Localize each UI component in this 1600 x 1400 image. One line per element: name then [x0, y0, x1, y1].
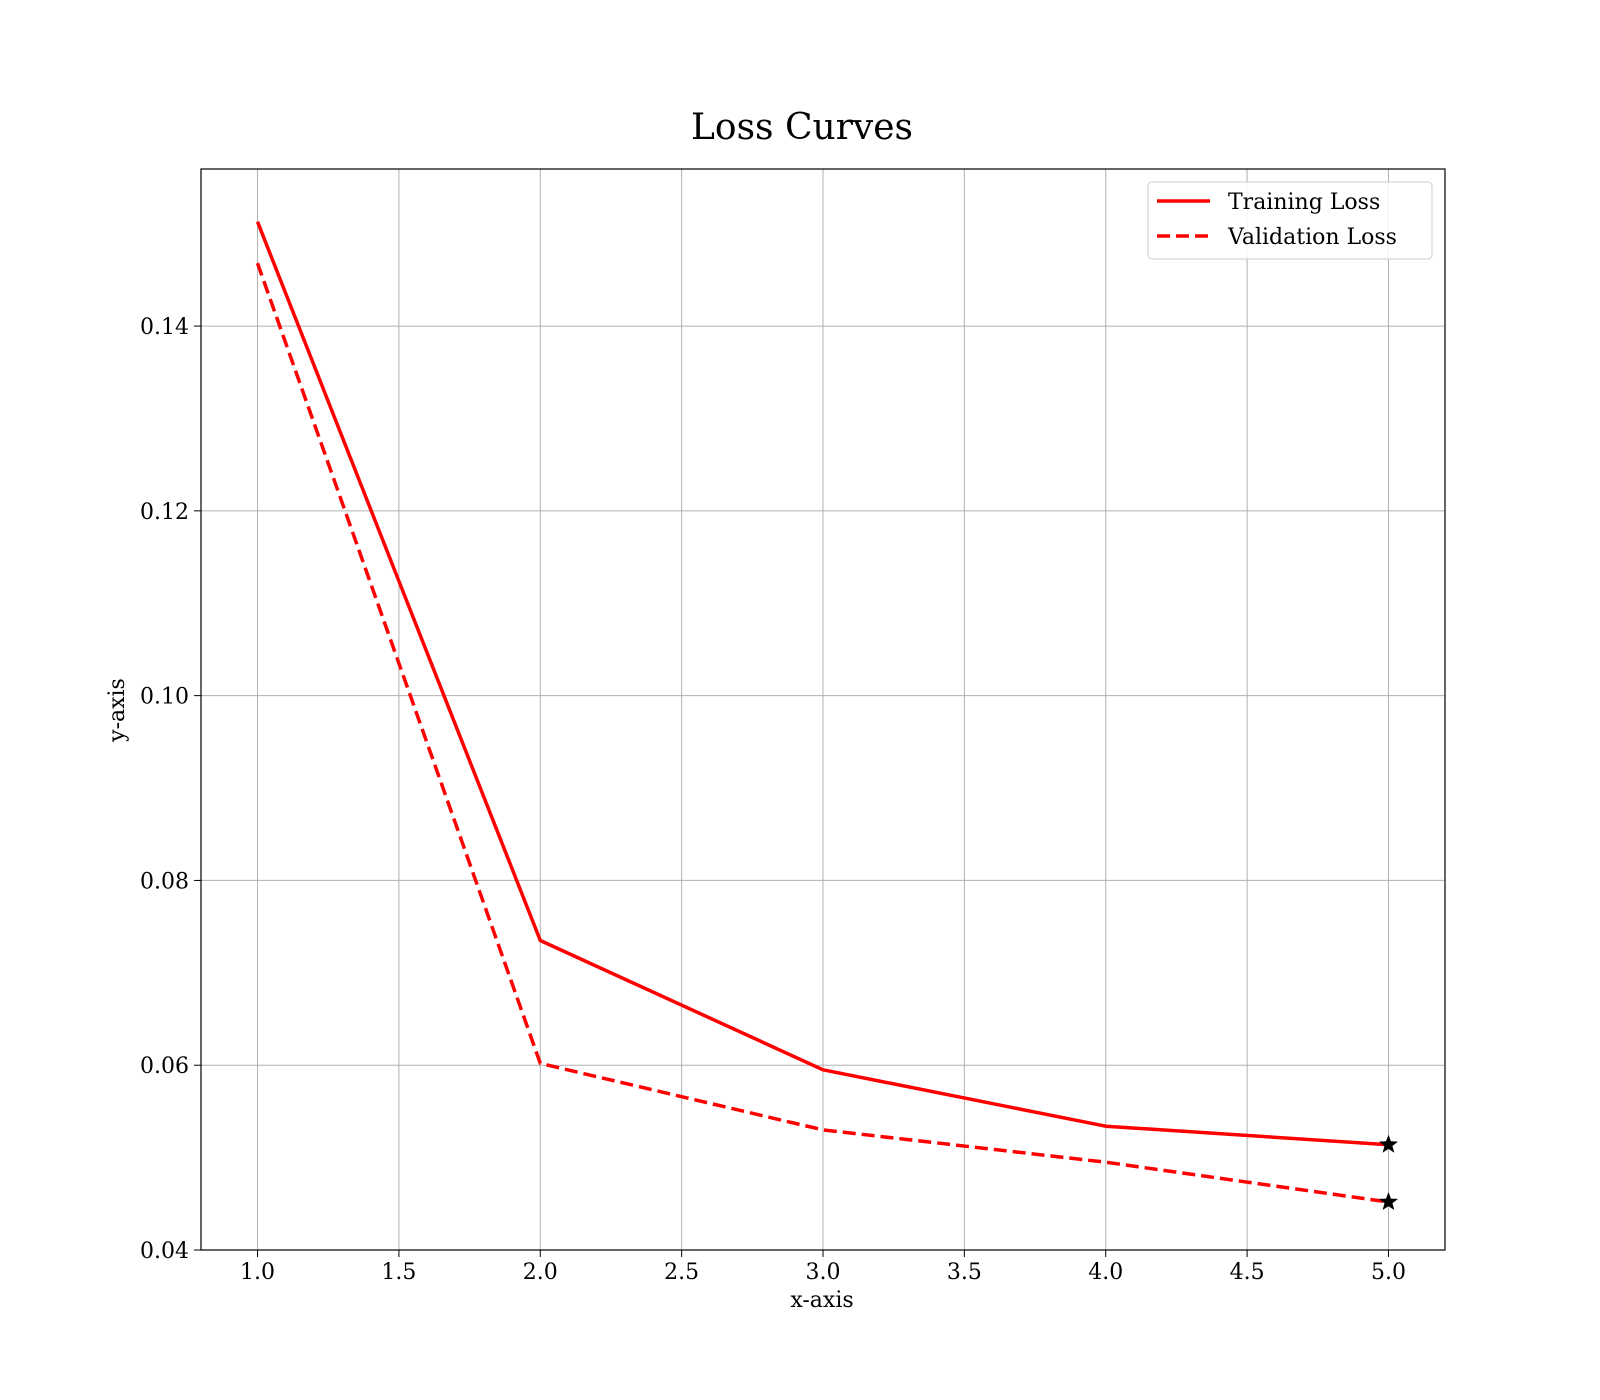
grid: [201, 169, 1445, 1251]
y-ticks: 0.04 0.06 0.08 0.10 0.12 0.14: [140, 315, 201, 1264]
y-tick-label: 0.10: [140, 685, 189, 710]
training-loss-line: [255, 221, 1389, 1147]
x-ticks: 1.0 1.5 2.0 2.5 3.0 3.5 4.0 4.5 5.0: [240, 1250, 1406, 1285]
y-tick-label: 0.12: [140, 500, 189, 525]
legend: Training Loss Validation Loss: [1147, 181, 1433, 260]
y-tick-label: 0.04: [140, 1239, 189, 1264]
x-tick-label: 2.0: [523, 1260, 558, 1285]
x-tick-label: 1.0: [240, 1260, 275, 1285]
chart-title: Loss Curves: [691, 107, 913, 148]
series-group: [255, 221, 1398, 1210]
x-tick-label: 4.0: [1088, 1260, 1123, 1285]
x-tick-label: 1.5: [381, 1260, 416, 1285]
y-tick-label: 0.14: [140, 315, 189, 340]
x-tick-label: 2.5: [664, 1260, 699, 1285]
legend-label-validation-loss: Validation Loss: [1227, 225, 1397, 250]
training-loss-end-star-marker: [1378, 1134, 1398, 1153]
legend-label-training-loss: Training Loss: [1228, 190, 1380, 215]
x-tick-label: 4.5: [1230, 1260, 1265, 1285]
y-axis-label: y-axis: [105, 678, 130, 743]
x-tick-label: 3.0: [806, 1260, 841, 1285]
validation-loss-end-star-marker: [1378, 1192, 1398, 1210]
y-tick-label: 0.08: [140, 869, 189, 894]
x-axis-label: x-axis: [790, 1288, 853, 1313]
legend-box: [1147, 181, 1433, 260]
y-tick-label: 0.06: [140, 1054, 189, 1079]
x-tick-label: 3.5: [947, 1260, 982, 1285]
x-tick-label: 5.0: [1371, 1260, 1406, 1285]
